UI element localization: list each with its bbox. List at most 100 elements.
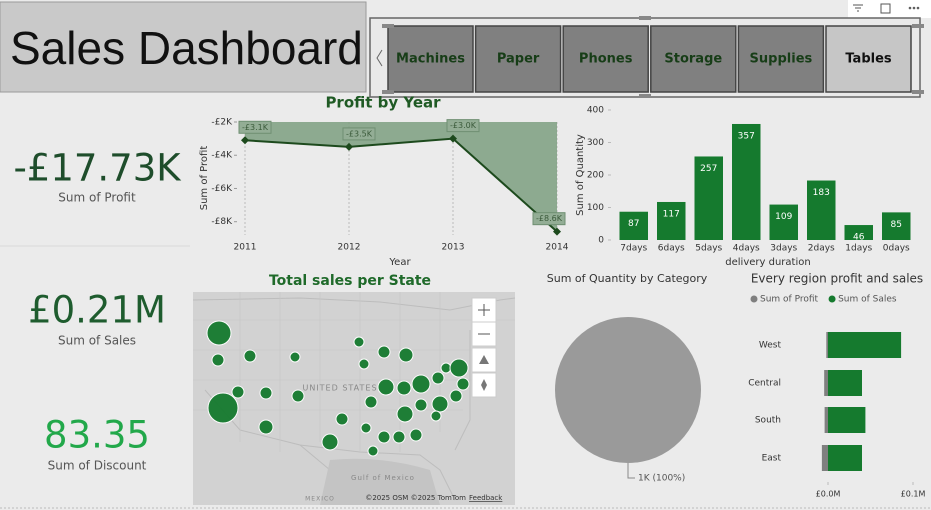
header-icons [853, 3, 920, 14]
x-tick-label: 7days [620, 244, 647, 254]
bar [828, 445, 862, 471]
resize-handle [639, 16, 651, 20]
value-label: 85 [891, 220, 902, 230]
bar [619, 211, 648, 240]
x-axis-title: delivery duration [725, 257, 810, 268]
slicer-label: Machines [396, 52, 465, 67]
y-tick-label: 100 [587, 203, 604, 213]
bar [824, 407, 828, 433]
point [241, 136, 249, 145]
value-label: 257 [700, 164, 717, 174]
slicer-arrow[interactable] [376, 49, 383, 67]
bar [828, 407, 866, 433]
resize-handle [639, 94, 651, 98]
y-tick-label: West [759, 341, 782, 351]
card-label: Sum of Discount [48, 459, 147, 473]
resize-handle [382, 90, 394, 94]
bar [828, 332, 902, 358]
card-value: -£17.73K [13, 147, 182, 190]
feedback-link[interactable]: Feedback [469, 494, 503, 502]
y-tick-label: 200 [587, 171, 604, 181]
bar [732, 123, 761, 240]
point [553, 227, 561, 236]
legend-marker [750, 295, 758, 303]
slicer-button[interactable] [562, 25, 649, 93]
value-label: 183 [813, 188, 830, 198]
y-tick-label: -£8K [211, 217, 233, 227]
bar [807, 180, 836, 240]
bar [821, 445, 828, 471]
value-label: 46 [853, 233, 865, 243]
slicer-button[interactable] [737, 25, 825, 93]
area [245, 122, 557, 232]
y-tick-label: South [755, 416, 781, 426]
x-tick-label: 4days [733, 244, 760, 254]
x-axis-title: Year [388, 257, 411, 268]
y-tick-label: East [762, 454, 782, 464]
slicer-button[interactable] [650, 25, 737, 93]
map-label: MEXICO [305, 496, 335, 503]
chart-title: Every region profit and sales [751, 272, 923, 286]
y-axis-title: Sum of Profit [199, 146, 210, 211]
slicer-label: Paper [497, 52, 540, 67]
map-label: Gulf of Mexico [351, 474, 415, 482]
card-value: £0.21M [28, 289, 166, 332]
legend-label: Sum of Profit [760, 295, 819, 305]
card-value: 83.35 [44, 414, 150, 457]
bar [769, 204, 798, 240]
bar [828, 370, 862, 396]
x-tick-label: 1days [845, 244, 872, 254]
x-tick-label: 2014 [546, 243, 569, 253]
y-axis-title: Sum of Quantity [575, 134, 586, 216]
point [345, 142, 353, 151]
x-tick-label: 2012 [338, 243, 361, 253]
value-label: -£3.1K [242, 123, 269, 132]
slicer-label: Supplies [750, 52, 813, 67]
bar [657, 201, 686, 240]
y-tick-label: Central [748, 379, 781, 389]
y-tick-label: 400 [587, 106, 604, 116]
resize-handle [912, 90, 924, 94]
x-tick-label: 5days [695, 244, 722, 254]
slicer-label: Phones [579, 52, 633, 67]
value-label: -£3.0K [450, 121, 477, 130]
label-box [342, 127, 376, 141]
dashboard-title: Sales Dashboard [10, 22, 363, 74]
resize-handle [912, 24, 924, 28]
y-tick-label: -£2K [211, 118, 233, 128]
bar [844, 225, 873, 240]
bar [694, 156, 723, 240]
legend-label: Sum of Sales [838, 295, 897, 305]
x-tick-label: £0.0M [816, 490, 841, 499]
value-label: -£8.6K [536, 214, 563, 223]
map-label: UNITED STATES [302, 384, 377, 393]
title-box [0, 1, 367, 93]
bar [882, 212, 911, 240]
chart-title: Sum of Quantity by Category [547, 272, 708, 285]
slicer-button[interactable] [474, 25, 562, 93]
card-label: Sum of Profit [58, 191, 136, 205]
y-tick-label: 0 [598, 236, 604, 246]
slicer-button[interactable] [387, 25, 474, 93]
resize-handle [382, 24, 394, 28]
slicer-label: Tables [845, 52, 892, 67]
slicer-label: Storage [664, 52, 722, 67]
attribution: ©2025 OSM ©2025 TomTom [365, 494, 466, 502]
bar [826, 332, 828, 358]
label-box [238, 120, 272, 134]
line [244, 137, 558, 233]
x-tick-label: 2days [808, 244, 835, 254]
bar [824, 370, 828, 396]
x-tick-label: 6days [658, 244, 685, 254]
value-label: 1K (100%) [638, 474, 685, 484]
x-tick-label: 2011 [234, 243, 257, 253]
map-background [192, 292, 516, 505]
value-label: 87 [628, 219, 639, 229]
legend-marker [828, 295, 836, 303]
pie-slice [555, 317, 701, 463]
slicer-button[interactable] [825, 25, 912, 93]
y-tick-label: -£4K [211, 151, 233, 161]
point [449, 134, 457, 143]
y-tick-label: 300 [587, 138, 604, 148]
